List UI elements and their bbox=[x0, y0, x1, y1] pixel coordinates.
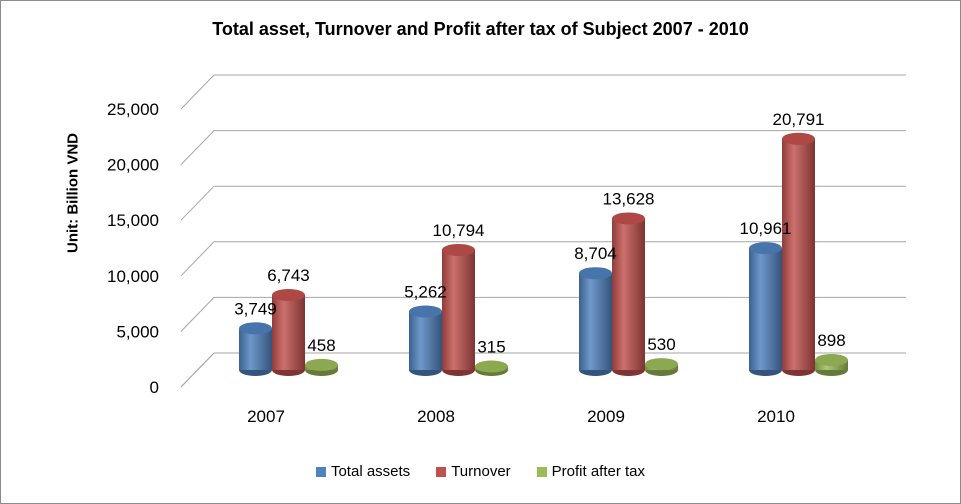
bar-total-assets-2009 bbox=[579, 267, 612, 376]
y-tick-label: 15,000 bbox=[107, 211, 159, 230]
data-label-total-assets-2009: 8,704 bbox=[574, 244, 617, 263]
legend-item-total-assets: Total assets bbox=[315, 463, 411, 480]
bar-profit-after-tax-2007 bbox=[305, 358, 338, 376]
y-tick-label: 10,000 bbox=[107, 267, 159, 286]
legend: Total assets Turnover Profit after tax bbox=[1, 463, 960, 480]
bar-turnover-2009 bbox=[612, 212, 645, 376]
gridline bbox=[180, 130, 906, 165]
data-label-turnover-2009: 13,628 bbox=[603, 189, 655, 208]
bar-profit-after-tax-2009 bbox=[645, 358, 678, 376]
y-tick-label: 0 bbox=[150, 378, 159, 397]
data-label-profit-after-tax-2010: 898 bbox=[817, 331, 845, 350]
gridline bbox=[180, 296, 906, 332]
y-tick-label: 5,000 bbox=[116, 322, 159, 341]
bar-profit-after-tax-2008 bbox=[475, 360, 508, 376]
gridline bbox=[180, 74, 906, 110]
legend-swatch-total-assets bbox=[315, 466, 326, 477]
data-label-turnover-2010: 20,791 bbox=[773, 110, 825, 129]
data-label-profit-after-tax-2007: 458 bbox=[307, 336, 335, 355]
legend-item-turnover: Turnover bbox=[436, 463, 511, 480]
bar-turnover-2007 bbox=[272, 289, 305, 376]
bar-total-assets-2010 bbox=[749, 242, 782, 376]
bar-total-assets-2008 bbox=[409, 305, 442, 376]
legend-label-total-assets: Total assets bbox=[330, 463, 411, 480]
x-tick-label-2010: 2010 bbox=[757, 407, 795, 426]
gridlines bbox=[180, 74, 906, 388]
floor-edge bbox=[180, 352, 215, 388]
x-tick-labels: 2007 2008 2009 2010 bbox=[247, 407, 795, 426]
bar-total-assets-2007 bbox=[239, 322, 272, 376]
data-label-total-assets-2007: 3,749 bbox=[234, 299, 277, 318]
legend-label-profit-after-tax: Profit after tax bbox=[551, 463, 646, 480]
legend-label-turnover: Turnover bbox=[451, 463, 511, 480]
data-label-total-assets-2010: 10,961 bbox=[740, 219, 792, 238]
x-tick-label-2007: 2007 bbox=[247, 407, 285, 426]
legend-item-profit-after-tax: Profit after tax bbox=[536, 463, 646, 480]
y-tick-labels: 0 5,000 10,000 15,000 20,000 25,000 bbox=[107, 100, 159, 397]
bar-turnover-2010 bbox=[782, 132, 815, 376]
data-label-turnover-2007: 6,743 bbox=[267, 266, 310, 285]
legend-swatch-profit-after-tax bbox=[536, 466, 547, 477]
bars bbox=[239, 132, 848, 376]
x-tick-label-2008: 2008 bbox=[417, 407, 455, 426]
chart-title: Total asset, Turnover and Profit after t… bbox=[212, 19, 749, 39]
data-labels: 3,749 6,743 458 5,262 10,794 315 8,704 13,628 53… bbox=[234, 110, 845, 357]
y-tick-label: 20,000 bbox=[107, 156, 159, 175]
data-label-profit-after-tax-2009: 530 bbox=[647, 335, 675, 354]
data-label-turnover-2008: 10,794 bbox=[433, 221, 485, 240]
bar-turnover-2008 bbox=[442, 243, 475, 376]
data-label-profit-after-tax-2008: 315 bbox=[477, 337, 505, 356]
x-tick-label-2009: 2009 bbox=[587, 407, 625, 426]
legend-swatch-turnover bbox=[436, 466, 447, 477]
y-tick-label: 25,000 bbox=[107, 100, 159, 119]
gridline bbox=[180, 185, 906, 221]
data-label-total-assets-2008: 5,262 bbox=[404, 282, 447, 301]
gridline bbox=[180, 241, 906, 277]
bar-profit-after-tax-2010 bbox=[815, 354, 848, 376]
